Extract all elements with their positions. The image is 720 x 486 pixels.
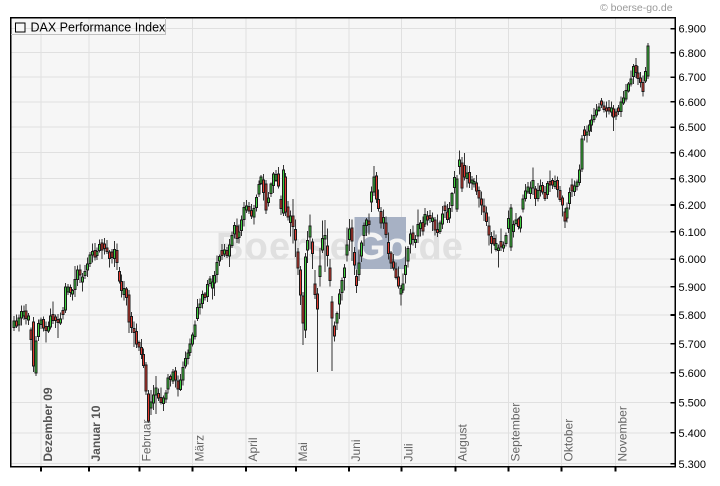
svg-text:6.700: 6.700 [679, 72, 707, 84]
svg-text:März: März [193, 435, 207, 462]
svg-text:Mai: Mai [296, 442, 310, 461]
svg-text:6.800: 6.800 [679, 48, 707, 60]
svg-text:© boerse-go.de: © boerse-go.de [600, 2, 673, 14]
svg-text:5.700: 5.700 [679, 339, 707, 351]
svg-text:DAX Performance Index: DAX Performance Index [31, 21, 167, 35]
svg-text:Juli: Juli [402, 443, 416, 461]
svg-text:5.800: 5.800 [679, 310, 707, 322]
svg-text:November: November [616, 406, 630, 461]
svg-text:5.400: 5.400 [679, 428, 707, 440]
svg-text:5.500: 5.500 [679, 398, 707, 410]
svg-text:6.300: 6.300 [679, 174, 707, 186]
svg-text:August: August [456, 423, 470, 461]
svg-text:Oktober: Oktober [562, 419, 576, 462]
svg-text:6.400: 6.400 [679, 148, 707, 160]
svg-text:April: April [246, 437, 260, 461]
svg-text:6.900: 6.900 [679, 24, 707, 36]
svg-text:6.100: 6.100 [679, 227, 707, 239]
svg-text:6.600: 6.600 [679, 97, 707, 109]
svg-text:Februar: Februar [140, 419, 154, 461]
svg-text:5.300: 5.300 [679, 459, 707, 471]
svg-text:Juni: Juni [349, 439, 363, 461]
svg-text:September: September [509, 403, 523, 462]
svg-text:5.600: 5.600 [679, 368, 707, 380]
svg-text:6.200: 6.200 [679, 200, 707, 212]
svg-text:6.000: 6.000 [679, 254, 707, 266]
svg-text:6.500: 6.500 [679, 122, 707, 134]
svg-text:Januar 10: Januar 10 [89, 405, 103, 461]
svg-text:5.900: 5.900 [679, 282, 707, 294]
svg-text:Dezember 09: Dezember 09 [41, 387, 55, 461]
